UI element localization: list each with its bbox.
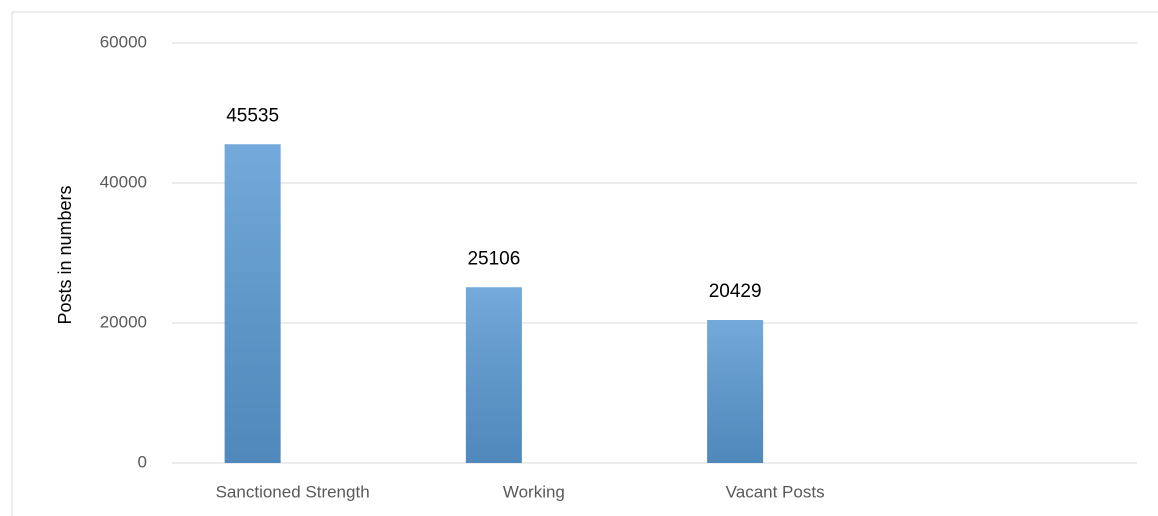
- x-tick-label: Working: [503, 482, 565, 501]
- x-tick-label: Vacant Posts: [726, 482, 825, 501]
- bar-shade: [465, 287, 522, 463]
- bar-shade: [707, 319, 764, 463]
- y-tick-label: 40000: [100, 172, 147, 191]
- value-label: 45535: [226, 105, 279, 126]
- x-tick-label: Sanctioned Strength: [216, 482, 370, 501]
- bar-shade: [224, 144, 281, 463]
- value-label: 25106: [467, 248, 520, 269]
- value-label: 20429: [709, 281, 762, 302]
- y-tick-label: 60000: [100, 32, 147, 51]
- chart-frame: [11, 11, 1158, 516]
- y-tick-label: 0: [138, 452, 147, 471]
- y-axis-title: Posts in numbers: [55, 185, 75, 324]
- y-tick-label: 20000: [100, 312, 147, 331]
